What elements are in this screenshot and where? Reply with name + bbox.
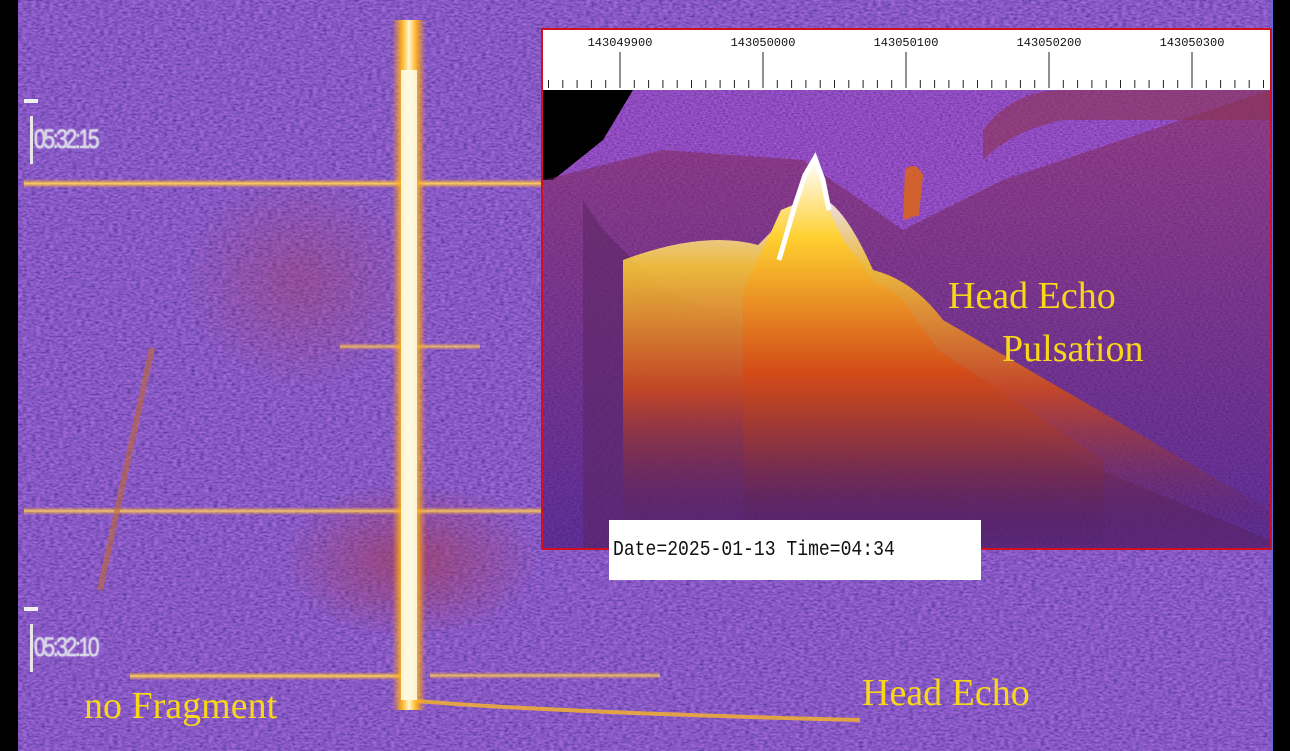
freq-tick-label-1: 143049900 [587, 36, 653, 50]
time-marker-bottom [24, 607, 38, 611]
date-time-text: Date=2025-01-13 Time=04:34 [613, 538, 895, 562]
annotation-head-echo-pulsation-2: Pulsation [1002, 328, 1144, 370]
annotation-head-echo-pulsation-1: Head Echo [948, 275, 1116, 317]
freq-tick-label-4: 143050200 [1016, 36, 1082, 50]
time-tick-bottom [30, 624, 33, 672]
frequency-ruler: 143049900 143050000 143050100 143050200 … [543, 30, 1270, 90]
time-marker-top [24, 99, 38, 103]
annotation-no-fragment: no Fragment [84, 685, 278, 727]
time-label-bottom: 05:32:10 [34, 632, 100, 662]
freq-tick-label-2: 143050000 [730, 36, 796, 50]
3d-spectrum-plot [543, 30, 1270, 548]
time-label-top: 05:32:15 [34, 124, 100, 154]
waterfall-3d-inset: 143049900 143050000 143050100 143050200 … [541, 28, 1272, 550]
time-tick-top [30, 116, 33, 164]
ruler-ticks [548, 52, 1264, 88]
freq-tick-label-3: 143050100 [873, 36, 939, 50]
annotation-head-echo: Head Echo [862, 672, 1030, 714]
freq-tick-label-5: 143050300 [1159, 36, 1225, 50]
date-time-box: Date=2025-01-13 Time=04:34 [609, 520, 981, 580]
